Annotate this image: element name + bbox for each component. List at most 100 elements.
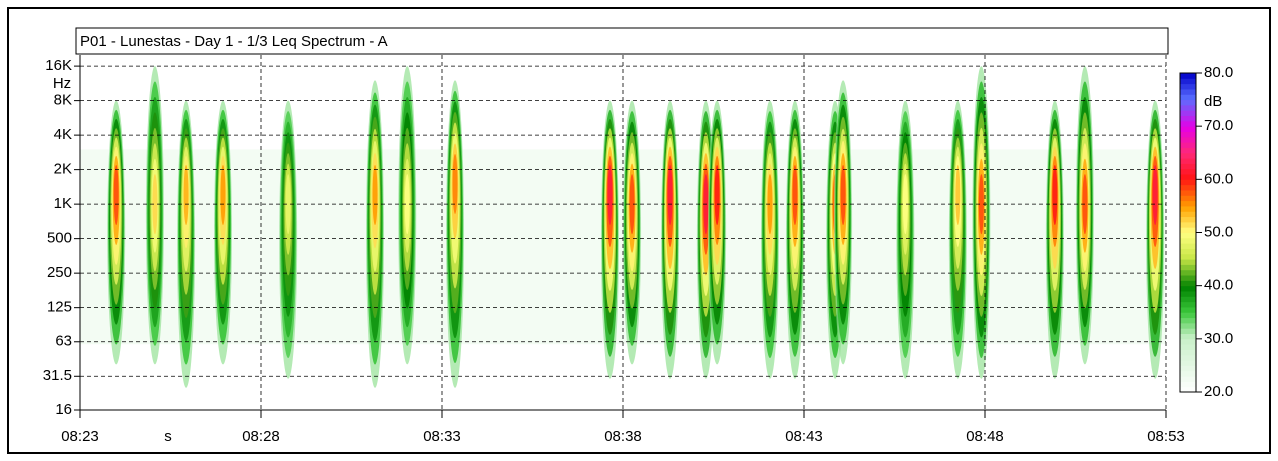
spectral-event [145, 66, 164, 365]
event-layer [183, 165, 189, 226]
colorbar-cell [1180, 248, 1196, 255]
colorbar-cell [1180, 269, 1196, 276]
x-tick-label: 08:23 [61, 428, 99, 445]
event-layer [792, 165, 798, 226]
x-tick-label: 08:28 [242, 428, 280, 445]
spectral-event [1045, 100, 1064, 379]
colorbar-cell [1180, 259, 1196, 265]
colorbar-cell [1180, 200, 1196, 207]
spectral-event [834, 80, 853, 365]
colorbar-cell [1180, 275, 1196, 281]
colorbar-cell [1180, 179, 1196, 186]
colorbar-cell [1180, 126, 1196, 132]
colorbar-cell [1180, 110, 1196, 117]
y-tick-label: 63 [55, 333, 72, 350]
event-layer [1152, 165, 1158, 226]
event-layer [372, 165, 378, 226]
spectral-event [972, 66, 991, 379]
colorbar-cell [1180, 147, 1196, 154]
spectral-event [948, 100, 967, 379]
event-layer [667, 165, 673, 226]
colorbar-cell [1180, 312, 1196, 319]
colorbar-cell [1180, 232, 1196, 239]
color-tick-label: 30.0 [1204, 330, 1233, 347]
spectral-event [279, 100, 298, 379]
event-layer [955, 165, 961, 226]
colorbar-cell [1180, 333, 1196, 340]
colorbar-cell [1180, 365, 1196, 372]
colorbar-cell [1180, 205, 1196, 212]
spectral-event [107, 100, 126, 365]
colorbar-cell [1180, 195, 1196, 202]
colorbar-cell [1180, 78, 1196, 85]
colorbar-cell [1180, 94, 1196, 101]
colorbar-cell [1180, 168, 1196, 175]
x-tick-label: 08:33 [423, 428, 461, 445]
colorbar-cell [1180, 301, 1196, 308]
title-box [75, 27, 1169, 55]
colorbar-cell [1180, 211, 1196, 218]
colorbar-cell [1180, 344, 1196, 350]
y-tick-label: 16 [55, 401, 72, 418]
colorbar-cell [1180, 237, 1196, 244]
colorbar-cell [1180, 174, 1196, 180]
colorbar-cell [1180, 142, 1196, 148]
event-layer [404, 174, 410, 235]
spectral-event [785, 100, 804, 379]
event-layer [629, 174, 635, 235]
colorbar-cell [1180, 322, 1196, 329]
colorbar-cell [1180, 376, 1196, 382]
y-tick-label: 1K [54, 195, 72, 212]
colorbar-cell [1180, 253, 1196, 260]
chart-title: P01 - Lunestas - Day 1 - 1/3 Leq Spectru… [80, 33, 388, 50]
color-tick-label: 40.0 [1204, 277, 1233, 294]
colorbar-cell [1180, 349, 1196, 356]
x-tick-label: 08:38 [604, 428, 642, 445]
y-axis-label: Hz [53, 75, 71, 92]
colorbar-cell [1180, 386, 1196, 393]
event-layer [1052, 165, 1058, 226]
colorbar-cell [1180, 338, 1196, 345]
spectral-event [600, 100, 619, 379]
colorbar-cell [1180, 83, 1196, 90]
spectral-event [708, 100, 727, 365]
event-layer [607, 165, 613, 226]
color-tick-label: 80.0 [1204, 64, 1233, 81]
colorbar-cell [1180, 99, 1196, 106]
colorbar-cell [1180, 73, 1196, 79]
color-tick-label: 60.0 [1204, 170, 1233, 187]
colorbar-cell [1180, 317, 1196, 324]
colorbar-cell [1180, 370, 1196, 377]
color-tick-label: 70.0 [1204, 117, 1233, 134]
y-tick-label: 8K [54, 92, 72, 109]
colorbar-cell [1180, 131, 1196, 138]
event-layer [285, 174, 291, 235]
event-layer [113, 165, 119, 226]
colorbar-cell [1180, 120, 1196, 127]
colorbar-cell [1180, 285, 1196, 292]
color-tick-label: 50.0 [1204, 223, 1233, 240]
spectral-event [446, 80, 465, 388]
colorbar-cell [1180, 158, 1196, 164]
event-layer [220, 165, 226, 226]
colorbar-cell [1180, 184, 1196, 191]
y-tick-label: 250 [47, 264, 72, 281]
colorbar-cell [1180, 221, 1196, 228]
color-tick-label: 20.0 [1204, 383, 1233, 400]
colorbar-cell [1180, 306, 1196, 313]
color-label: dB [1204, 93, 1222, 110]
colorbar-cell [1180, 152, 1196, 159]
spectral-event [1146, 100, 1165, 379]
y-tick-label: 500 [47, 230, 72, 247]
event-layer [714, 165, 720, 226]
spectral-event [661, 100, 680, 379]
y-tick-label: 16K [45, 57, 72, 74]
colorbar-cell [1180, 163, 1196, 170]
spectral-event [623, 100, 642, 365]
colorbar-cell [1180, 243, 1196, 249]
colorbar-cell [1180, 290, 1196, 297]
y-tick-label: 125 [47, 299, 72, 316]
spectral-event [366, 80, 385, 388]
y-tick-label: 31.5 [43, 367, 72, 384]
